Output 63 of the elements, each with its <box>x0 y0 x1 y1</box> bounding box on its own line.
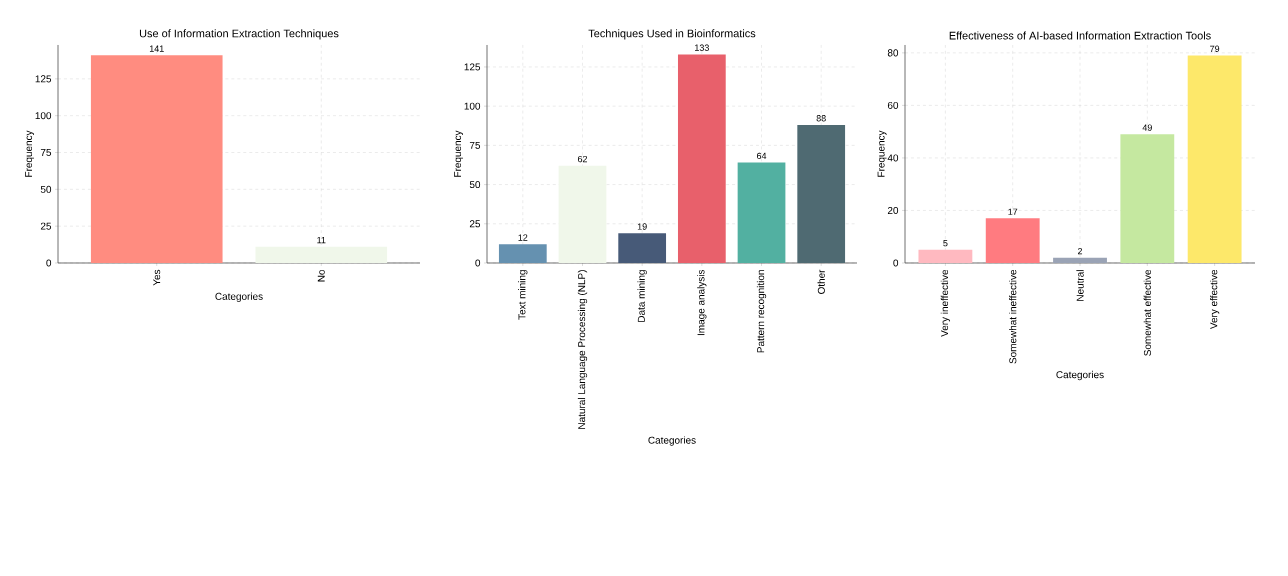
data-label: 5 <box>943 240 948 247</box>
bar <box>498 244 547 263</box>
bar <box>677 54 726 263</box>
bar <box>797 124 846 263</box>
y-axis-title: Frequency <box>25 130 35 177</box>
x-tick-label: Text mining <box>518 270 528 320</box>
chart-title: Effectiveness of AI-based Information Extraction Tools <box>949 31 1211 40</box>
data-label: 2 <box>1077 247 1083 255</box>
bar <box>918 249 973 263</box>
x-tick-label: No <box>317 269 325 282</box>
y-tick-label: 125 <box>464 63 481 71</box>
bar <box>618 233 667 263</box>
data-label: 141 <box>149 45 164 52</box>
x-tick-label: Very effective <box>1209 269 1220 330</box>
y-tick-label: 75 <box>40 149 52 156</box>
x-tick-label: Data mining <box>637 270 647 322</box>
y-tick-label: 100 <box>464 102 481 110</box>
data-label: 88 <box>816 115 826 122</box>
bar <box>558 165 607 263</box>
data-label: 133 <box>695 44 709 51</box>
data-label: 11 <box>317 237 326 244</box>
bar <box>1053 257 1107 263</box>
bar <box>1187 55 1242 263</box>
data-label: 17 <box>1008 208 1018 215</box>
x-tick-label: Very ineffective <box>940 269 951 337</box>
y-tick-label: 0 <box>475 259 481 267</box>
y-tick-label: 40 <box>887 154 899 162</box>
y-tick-label: 125 <box>35 75 52 83</box>
data-label: 64 <box>756 152 767 160</box>
data-label: 49 <box>1142 124 1152 131</box>
data-label: 19 <box>637 223 647 230</box>
bar <box>1120 134 1175 263</box>
x-tick-label: Other <box>817 269 825 294</box>
y-tick-label: 25 <box>40 222 52 230</box>
x-tick-label: Pattern recognition <box>756 270 767 353</box>
data-label: 79 <box>1210 45 1220 52</box>
y-tick-label: 60 <box>887 101 899 109</box>
x-tick-label: Neutral <box>1076 270 1084 301</box>
x-tick-label: Somewhat ineffective <box>1009 269 1017 364</box>
x-axis-title: Categories <box>215 292 263 302</box>
x-axis-title: Categories <box>1056 370 1104 381</box>
chart-title: Use of Information Extraction Techniques <box>139 29 339 40</box>
bar <box>985 218 1040 263</box>
y-tick-label: 50 <box>469 181 481 189</box>
y-tick-label: 25 <box>469 220 481 228</box>
y-axis-title: Frequency <box>877 130 887 177</box>
x-tick-label: Image analysis <box>697 269 707 336</box>
x-tick-label: Yes <box>153 269 161 286</box>
y-tick-label: 0 <box>46 259 52 267</box>
y-tick-label: 0 <box>893 259 899 267</box>
y-tick-label: 50 <box>40 185 52 193</box>
y-tick-label: 80 <box>887 49 899 57</box>
x-tick-label: Somewhat effective <box>1143 269 1151 356</box>
bar <box>737 162 786 263</box>
y-tick-label: 100 <box>35 112 52 120</box>
x-axis-title: Categories <box>648 436 696 446</box>
data-label: 12 <box>518 234 528 241</box>
y-axis-title: Frequency <box>454 130 464 177</box>
y-tick-label: 75 <box>469 141 481 149</box>
chart-title: Techniques Used in Bioinformatics <box>588 29 756 40</box>
data-label: 62 <box>577 155 588 163</box>
y-tick-label: 20 <box>887 206 899 214</box>
x-tick-label: Natural Language Processing (NLP) <box>577 270 588 429</box>
